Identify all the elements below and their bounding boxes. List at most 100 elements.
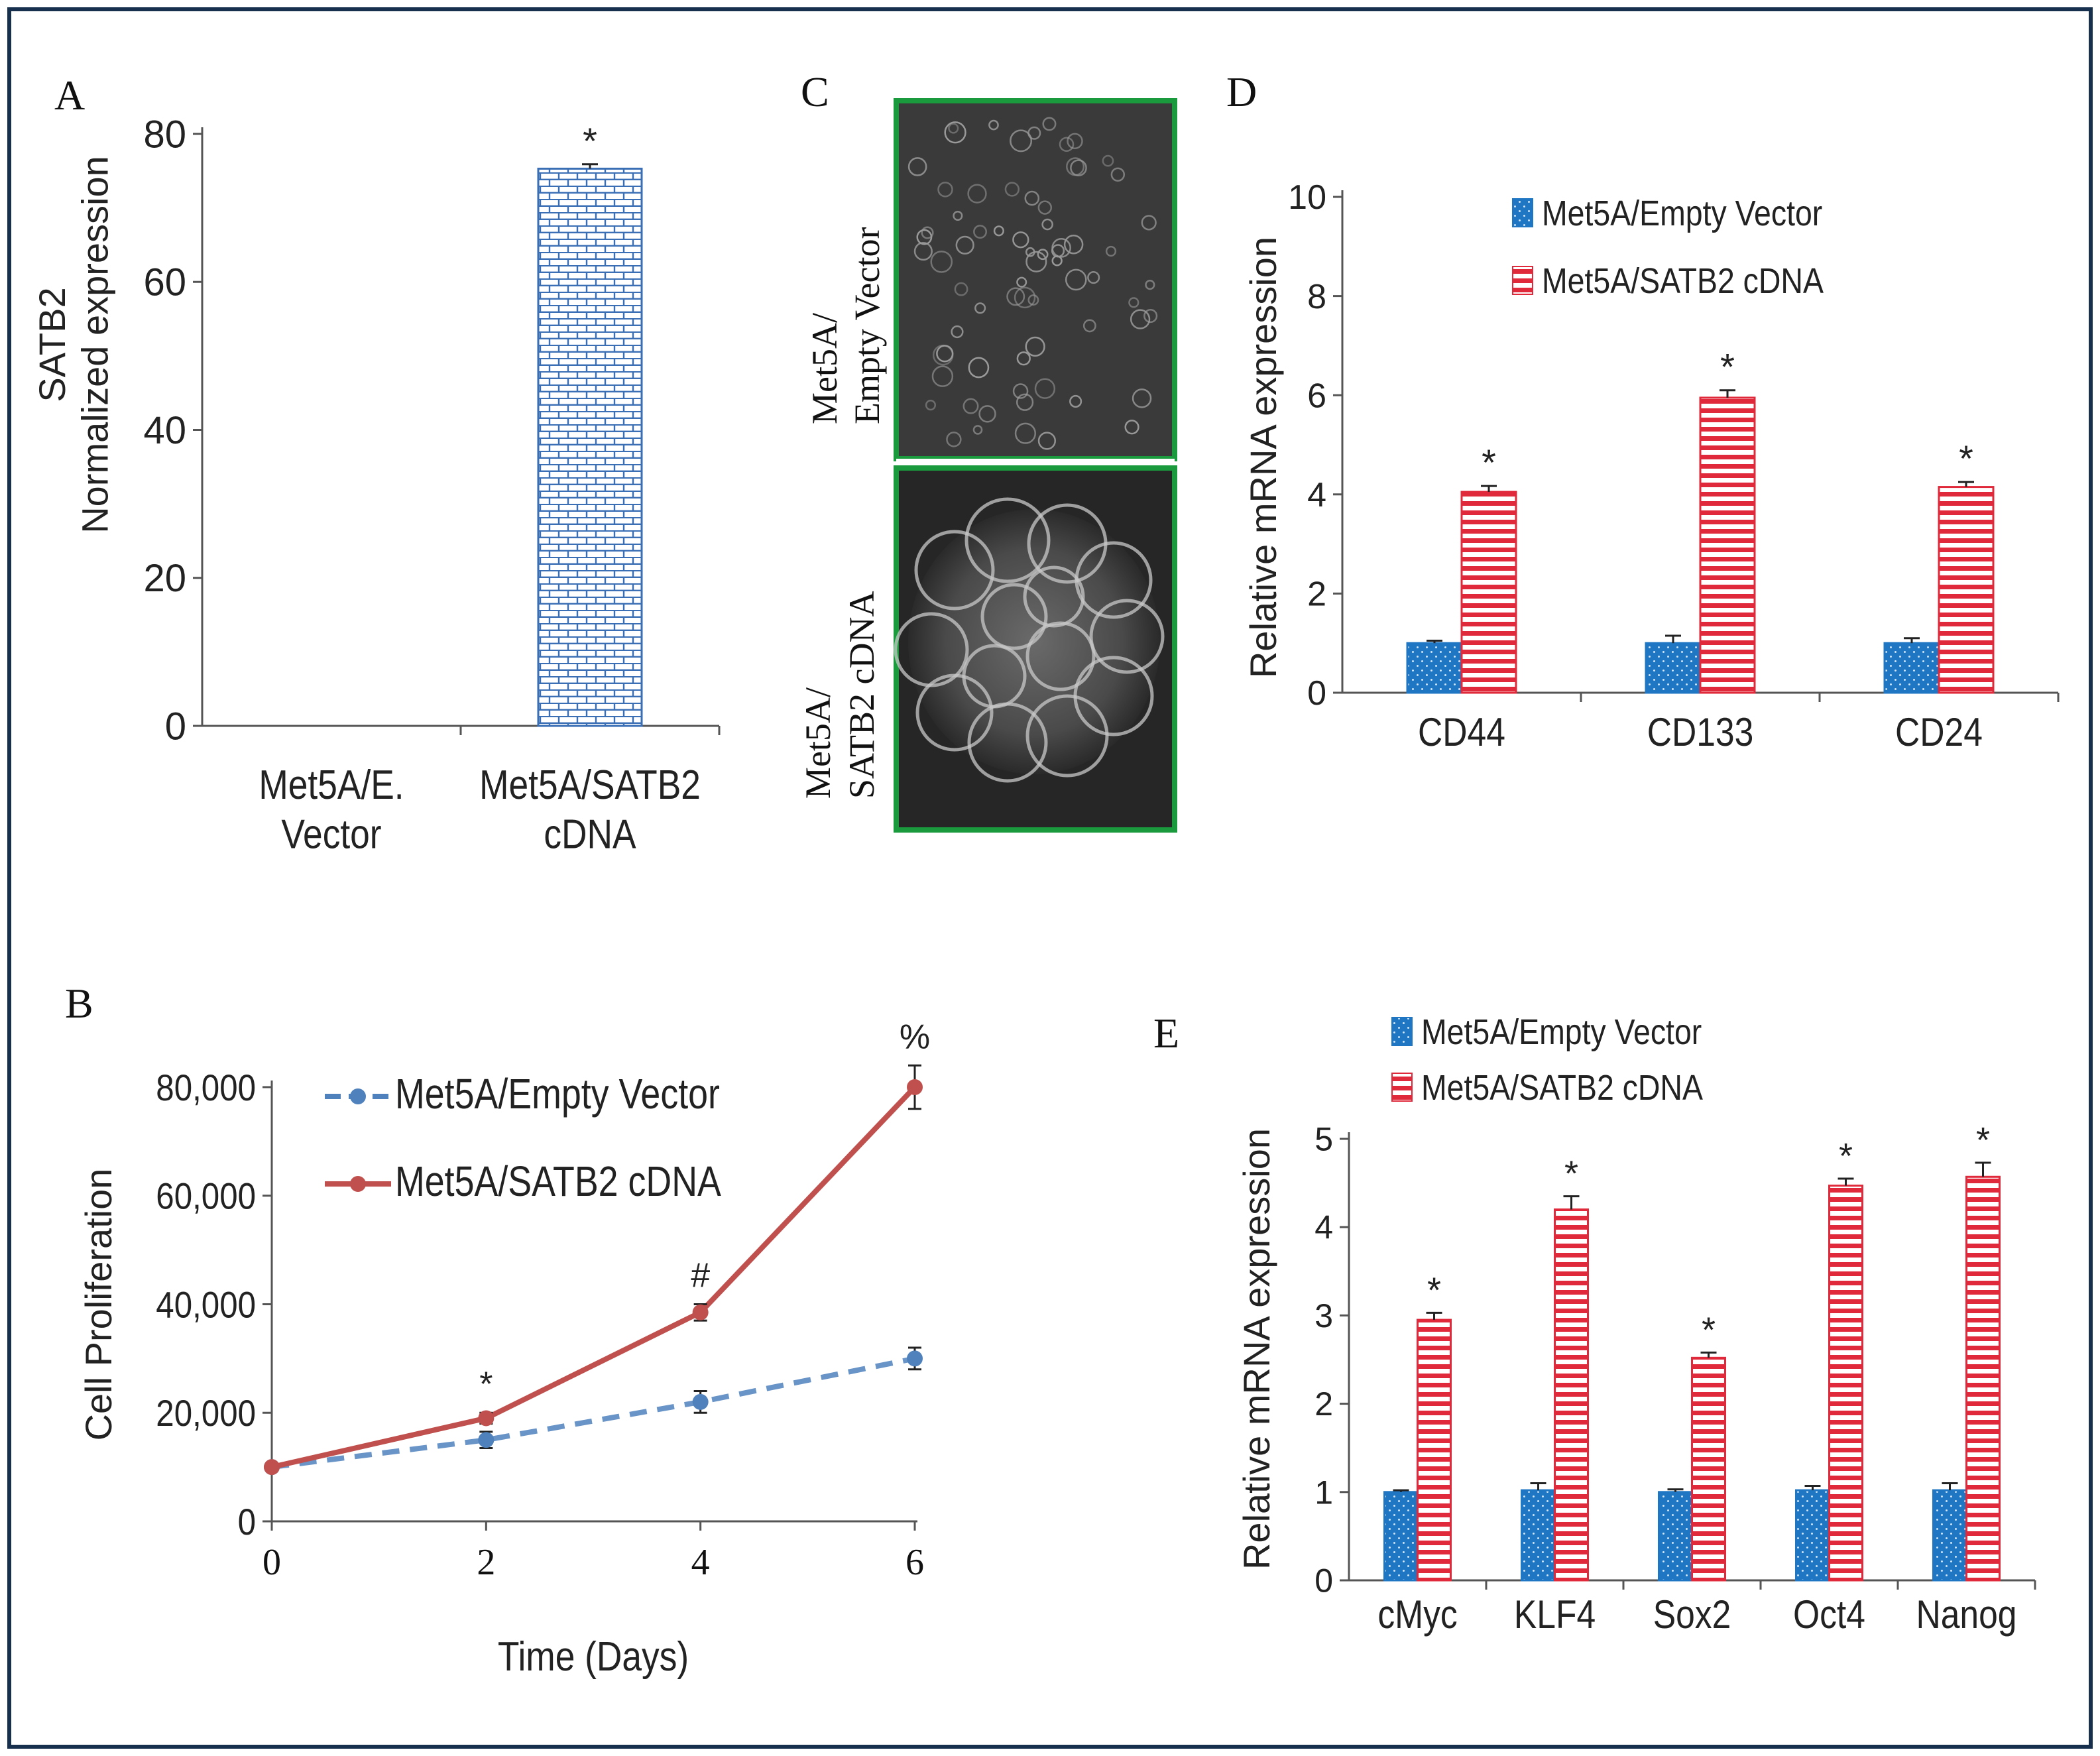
bar <box>1883 642 1940 694</box>
cell <box>1124 420 1139 435</box>
significance-marker: * <box>583 120 597 162</box>
panel-label-a: A <box>54 72 85 119</box>
cell <box>937 182 953 198</box>
cell <box>913 242 933 261</box>
significance-marker: * <box>1976 1120 1990 1160</box>
legend-label: Met5A/Empty Vector <box>395 1070 720 1118</box>
y-axis-label: SATB2 <box>31 287 73 402</box>
cell <box>988 119 999 131</box>
y-tick-label: 0 <box>165 705 186 748</box>
chart-d: 0 2 4 6 8 10 * CD44 * CD133 * CD24 Relative mRNA exp… <box>1242 178 2060 754</box>
y-tick-label: 40,000 <box>156 1285 256 1326</box>
cell <box>1037 432 1057 450</box>
cell <box>1063 234 1084 255</box>
data-point <box>478 1432 495 1448</box>
cell <box>951 325 964 339</box>
y-axis-label: Relative mRNA expression <box>1242 237 1284 678</box>
y-tick-label: 2 <box>1314 1385 1333 1423</box>
cell <box>1016 351 1031 366</box>
y-tick-label: 40 <box>143 409 186 452</box>
x-tick-label: 6 <box>905 1542 924 1583</box>
series-line <box>271 1085 917 1470</box>
micrograph-bottom-label-line2: SATB2 cDNA <box>842 591 882 799</box>
x-tick-label: cDNA <box>544 812 636 858</box>
panel-label-c: C <box>801 68 829 115</box>
bar <box>537 167 643 727</box>
legend-label: Met5A/SATB2 cDNA <box>1421 1067 1703 1108</box>
cell <box>1130 309 1151 329</box>
cell <box>978 405 996 423</box>
legend-marker <box>350 1088 366 1104</box>
y-tick-label: 0 <box>238 1501 256 1543</box>
significance-marker: # <box>691 1257 710 1295</box>
micrograph-top-label-line2: Empty Vector <box>847 227 887 424</box>
legend-swatch <box>1391 1073 1413 1102</box>
cell <box>1012 383 1029 399</box>
y-tick-label: 10 <box>1288 178 1326 217</box>
cell <box>974 302 986 314</box>
legend-label: Met5A/Empty Vector <box>1421 1012 1702 1052</box>
cell <box>1012 231 1029 249</box>
y-tick-label: 4 <box>1314 1209 1333 1246</box>
legend-swatch <box>1512 266 1533 295</box>
significance-marker: * <box>1720 346 1735 388</box>
data-point <box>478 1410 495 1427</box>
cell <box>946 432 962 447</box>
cell <box>1014 286 1036 309</box>
x-tick-label: Sox2 <box>1653 1592 1731 1637</box>
y-axis-label: Relative mRNA expression <box>1236 1128 1277 1570</box>
y-tick-label: 3 <box>1314 1297 1333 1334</box>
cell <box>931 365 954 387</box>
spheroid <box>894 497 1165 783</box>
cell <box>916 229 933 245</box>
x-tick-label: CD44 <box>1418 709 1505 754</box>
cell <box>1087 271 1100 284</box>
data-point <box>264 1459 280 1476</box>
cell <box>1014 422 1037 444</box>
cell <box>954 282 968 296</box>
significance-marker: * <box>1839 1136 1853 1176</box>
x-tick-label: 2 <box>477 1542 495 1583</box>
cell <box>1025 251 1047 272</box>
cell <box>930 251 953 273</box>
cell <box>1069 394 1082 408</box>
cell <box>1102 154 1114 167</box>
y-axis-label: Normalized expression <box>74 156 115 534</box>
cell <box>1037 200 1053 215</box>
cell <box>1051 255 1063 266</box>
cell <box>1145 280 1155 290</box>
significance-marker: * <box>1482 441 1496 483</box>
panel-c-micrographs: Met5A/ Empty Vector Met5A/ SATB2 cDNA <box>798 98 1177 833</box>
spheroid-cell <box>1025 694 1109 778</box>
cell <box>993 225 1004 237</box>
x-tick-label: 4 <box>691 1542 710 1583</box>
bar <box>1383 1491 1419 1582</box>
legend-swatch <box>1391 1017 1413 1046</box>
series-line <box>271 1356 915 1470</box>
cell <box>1016 276 1027 288</box>
cell <box>1132 388 1152 408</box>
micrograph-top-label-line1: Met5A/ <box>805 313 845 424</box>
cell <box>1037 249 1049 261</box>
bar <box>1406 642 1463 694</box>
x-tick-label: Nanog <box>1916 1592 2016 1637</box>
significance-marker: * <box>1427 1270 1441 1310</box>
y-tick-label: 5 <box>1314 1121 1333 1158</box>
spheroid-cell <box>964 497 1051 583</box>
bar <box>1417 1318 1452 1582</box>
legend-label: Met5A/SATB2 cDNA <box>1542 261 1824 301</box>
cell <box>1004 182 1020 197</box>
chart-b: 0 20,000 40,000 60,000 80,000 0 2 4 6 Time (Days)… <box>78 1018 930 1680</box>
legend-label: Met5A/SATB2 cDNA <box>395 1157 721 1206</box>
data-point <box>907 1350 923 1367</box>
micrograph-bottom-label-line1: Met5A/ <box>798 687 838 799</box>
y-axis-label: Cell Proliferation <box>78 1169 119 1441</box>
cell <box>925 400 937 411</box>
x-tick-label: Oct4 <box>1793 1592 1865 1637</box>
cell <box>1059 137 1075 152</box>
data-point <box>692 1304 709 1320</box>
cell <box>936 345 954 363</box>
y-tick-label: 20 <box>143 557 186 600</box>
bar <box>1554 1208 1589 1582</box>
cell <box>953 210 963 221</box>
